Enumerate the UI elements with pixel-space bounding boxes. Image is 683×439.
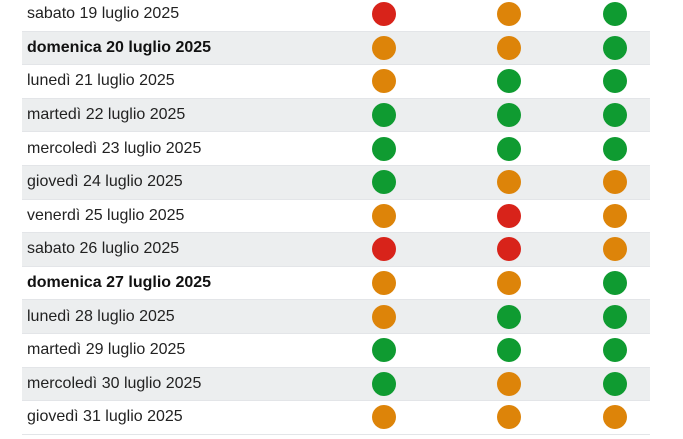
- status-dot-green: [603, 271, 627, 296]
- traffic-forecast-table: sabato 19 luglio 2025 domenica 20 luglio …: [22, 0, 650, 435]
- date-label: mercoledì 30 luglio 2025: [27, 374, 202, 392]
- status-dot-red: [372, 2, 396, 27]
- date-label: sabato 19 luglio 2025: [27, 5, 180, 23]
- table-row: domenica 27 luglio 2025: [22, 267, 650, 301]
- status-dot-green: [603, 338, 627, 363]
- status-dot-orange: [603, 237, 627, 262]
- table-row: sabato 26 luglio 2025: [22, 233, 650, 267]
- table-row: martedì 29 luglio 2025: [22, 334, 650, 368]
- status-dot-orange: [372, 271, 396, 296]
- status-dot-orange: [603, 203, 627, 228]
- status-dot-green: [497, 69, 521, 94]
- status-dot-orange: [372, 203, 396, 228]
- status-dot-green: [497, 103, 521, 128]
- date-label: domenica 27 luglio 2025: [27, 274, 212, 292]
- table-row: sabato 19 luglio 2025: [22, 0, 650, 32]
- table-row: martedì 22 luglio 2025: [22, 98, 650, 133]
- table-row: mercoledì 23 luglio 2025: [22, 132, 650, 166]
- status-dot-orange: [372, 69, 396, 94]
- status-dot-green: [603, 103, 627, 128]
- table-row: lunedì 21 luglio 2025: [22, 65, 650, 99]
- table-row: mercoledì 30 luglio 2025: [22, 367, 650, 402]
- status-dot-orange: [372, 35, 396, 60]
- table-row: domenica 20 luglio 2025: [22, 31, 650, 66]
- status-dot-orange: [497, 271, 521, 296]
- date-label: martedì 29 luglio 2025: [27, 341, 186, 359]
- status-dot-orange: [497, 2, 521, 27]
- status-dot-green: [603, 304, 627, 329]
- status-dot-orange: [497, 371, 521, 396]
- status-dot-green: [603, 2, 627, 27]
- status-dot-green: [372, 136, 396, 161]
- date-label: martedì 22 luglio 2025: [27, 106, 186, 124]
- status-dot-green: [603, 35, 627, 60]
- table-row: venerdì 25 luglio 2025: [22, 200, 650, 234]
- status-dot-green: [603, 136, 627, 161]
- status-dot-orange: [603, 405, 627, 430]
- status-dot-orange: [372, 304, 396, 329]
- date-label: domenica 20 luglio 2025: [27, 38, 212, 56]
- status-dot-green: [497, 304, 521, 329]
- date-label: giovedì 31 luglio 2025: [27, 408, 183, 426]
- status-dot-green: [603, 69, 627, 94]
- table-row: giovedì 24 luglio 2025: [22, 165, 650, 200]
- status-dot-green: [372, 371, 396, 396]
- status-dot-green: [372, 338, 396, 363]
- status-dot-orange: [497, 170, 521, 195]
- status-dot-green: [497, 338, 521, 363]
- date-label: lunedì 21 luglio 2025: [27, 72, 175, 90]
- date-label: lunedì 28 luglio 2025: [27, 307, 175, 325]
- status-dot-green: [372, 170, 396, 195]
- status-dot-green: [497, 136, 521, 161]
- status-dot-green: [603, 371, 627, 396]
- status-dot-orange: [372, 405, 396, 430]
- date-label: venerdì 25 luglio 2025: [27, 206, 185, 224]
- date-label: sabato 26 luglio 2025: [27, 240, 180, 258]
- status-dot-red: [497, 237, 521, 262]
- table-row: giovedì 31 luglio 2025: [22, 401, 650, 435]
- status-dot-green: [372, 103, 396, 128]
- table-row: lunedì 28 luglio 2025: [22, 300, 650, 334]
- status-dot-red: [497, 203, 521, 228]
- status-dot-orange: [497, 405, 521, 430]
- status-dot-orange: [497, 35, 521, 60]
- status-dot-red: [372, 237, 396, 262]
- date-label: giovedì 24 luglio 2025: [27, 173, 183, 191]
- date-label: mercoledì 23 luglio 2025: [27, 139, 202, 157]
- status-dot-orange: [603, 170, 627, 195]
